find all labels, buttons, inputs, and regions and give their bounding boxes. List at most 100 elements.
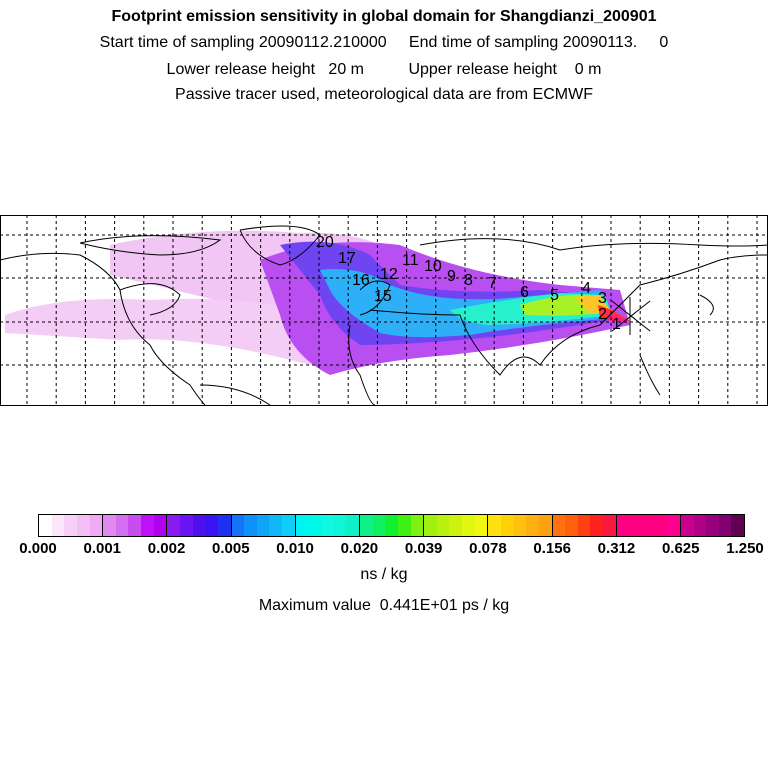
colorbar-swatch bbox=[718, 515, 732, 536]
colorbar-swatch bbox=[488, 515, 501, 536]
colorbar bbox=[38, 514, 745, 537]
colorbar-swatch bbox=[577, 515, 591, 536]
colorbar-tick-label: 0.625 bbox=[661, 540, 700, 557]
trajectory-label-2: 2 bbox=[598, 306, 607, 323]
colorbar-segment bbox=[231, 515, 296, 536]
colorbar-swatch bbox=[153, 515, 167, 536]
colorbar-segment bbox=[359, 515, 425, 536]
colorbar-tick-label: 0.020 bbox=[340, 540, 379, 557]
colorbar-tick-label: 0.000 bbox=[19, 540, 57, 557]
colorbar-segment bbox=[39, 515, 104, 536]
colorbar-unit: ns / kg bbox=[360, 566, 408, 583]
colorbar-swatch bbox=[436, 515, 450, 536]
colorbar-segment bbox=[488, 515, 553, 536]
tracer-info-line: Passive tracer used, meteorological data… bbox=[175, 86, 593, 103]
colorbar-swatch bbox=[205, 515, 218, 536]
trajectory-label-16: 16 bbox=[352, 272, 370, 289]
colorbar-swatch bbox=[282, 515, 295, 536]
colorbar-swatch bbox=[372, 515, 386, 536]
trajectory-label-5: 5 bbox=[550, 287, 559, 304]
colorbar-swatch bbox=[167, 515, 181, 536]
colorbar-segment bbox=[552, 515, 617, 536]
colorbar-swatch bbox=[295, 515, 309, 536]
trajectory-label-20: 20 bbox=[316, 234, 334, 251]
colorbar-segment bbox=[616, 515, 681, 536]
colorbar-swatch bbox=[474, 515, 488, 536]
colorbar-swatch bbox=[217, 515, 231, 536]
colorbar-tick-label: 1.250 bbox=[726, 540, 764, 557]
colorbar-swatch bbox=[76, 515, 90, 536]
coastlines bbox=[0, 225, 768, 406]
trajectory-label-9: 9 bbox=[447, 268, 456, 285]
colorbar-swatch bbox=[538, 515, 552, 536]
colorbar-tick-label: 0.010 bbox=[276, 540, 314, 557]
trajectory-label-11: 11 bbox=[402, 252, 419, 269]
colorbar-swatch bbox=[89, 515, 103, 536]
release-height-line: Lower release height 20 m Upper release … bbox=[166, 61, 602, 78]
trajectory-label-10: 10 bbox=[424, 258, 442, 275]
colorbar-swatch bbox=[513, 515, 527, 536]
colorbar-swatch bbox=[359, 515, 373, 536]
colorbar-swatch bbox=[616, 515, 630, 536]
colorbar-swatch bbox=[590, 515, 604, 536]
colorbar-segment bbox=[680, 515, 745, 536]
colorbar-swatch bbox=[333, 515, 347, 536]
colorbar-swatch bbox=[424, 515, 437, 536]
colorbar-swatch bbox=[680, 515, 694, 536]
colorbar-swatch bbox=[385, 515, 398, 536]
colorbar-swatch bbox=[552, 515, 566, 536]
plot-title: Footprint emission sensitivity in global… bbox=[111, 8, 657, 25]
trajectory-label-1: 1 bbox=[612, 316, 621, 333]
colorbar-swatch bbox=[667, 515, 680, 536]
colorbar-swatch bbox=[526, 515, 539, 536]
colorbar-swatch bbox=[629, 515, 642, 536]
colorbar-swatch bbox=[64, 515, 77, 536]
colorbar-swatch bbox=[321, 515, 334, 536]
trajectory-label-17: 17 bbox=[338, 250, 356, 267]
colorbar-swatch bbox=[180, 515, 193, 536]
footprint-plume bbox=[5, 230, 630, 375]
sampling-time-line: Start time of sampling 20090112.210000 E… bbox=[99, 34, 669, 51]
trajectory-label-8: 8 bbox=[464, 272, 473, 289]
colorbar-swatch bbox=[269, 515, 283, 536]
colorbar-tick-label: 0.312 bbox=[597, 540, 636, 557]
trajectory-label-7: 7 bbox=[488, 275, 497, 292]
colorbar-tick-label: 0.156 bbox=[533, 540, 571, 557]
trajectory-label-3: 3 bbox=[598, 290, 607, 307]
colorbar-segment bbox=[103, 515, 168, 536]
colorbar-swatch bbox=[410, 515, 424, 536]
colorbar-swatch bbox=[192, 515, 206, 536]
release-site-marker bbox=[611, 297, 651, 335]
colorbar-swatch bbox=[397, 515, 411, 536]
trajectory-label-4: 4 bbox=[582, 280, 591, 297]
colorbar-swatch bbox=[244, 515, 257, 536]
colorbar-swatch bbox=[654, 515, 668, 536]
colorbar-tick-label: 0.005 bbox=[212, 540, 250, 557]
colorbar-segment bbox=[424, 515, 489, 536]
colorbar-swatch bbox=[565, 515, 578, 536]
colorbar-tick-label: 0.078 bbox=[469, 540, 507, 557]
colorbar-swatch bbox=[231, 515, 245, 536]
colorbar-swatch bbox=[462, 515, 475, 536]
colorbar-swatch bbox=[128, 515, 142, 536]
colorbar-swatch bbox=[115, 515, 129, 536]
colorbar-tick-label: 0.039 bbox=[404, 540, 443, 557]
colorbar-swatch bbox=[641, 515, 655, 536]
lat-lon-grid bbox=[0, 215, 768, 406]
colorbar-segment bbox=[295, 515, 360, 536]
colorbar-tick-label: 0.002 bbox=[147, 540, 186, 557]
colorbar-swatch bbox=[103, 515, 116, 536]
colorbar-tick-label: 0.001 bbox=[83, 540, 122, 557]
colorbar-swatch bbox=[256, 515, 270, 536]
colorbar-swatch bbox=[500, 515, 514, 536]
colorbar-swatch bbox=[51, 515, 65, 536]
maximum-value: Maximum value 0.441E+01 ps / kg bbox=[258, 597, 510, 614]
colorbar-swatch bbox=[731, 515, 745, 536]
colorbar-swatch bbox=[308, 515, 322, 536]
colorbar-swatch bbox=[706, 515, 719, 536]
trajectory-label-15: 15 bbox=[374, 288, 392, 305]
colorbar-swatch bbox=[39, 515, 52, 536]
